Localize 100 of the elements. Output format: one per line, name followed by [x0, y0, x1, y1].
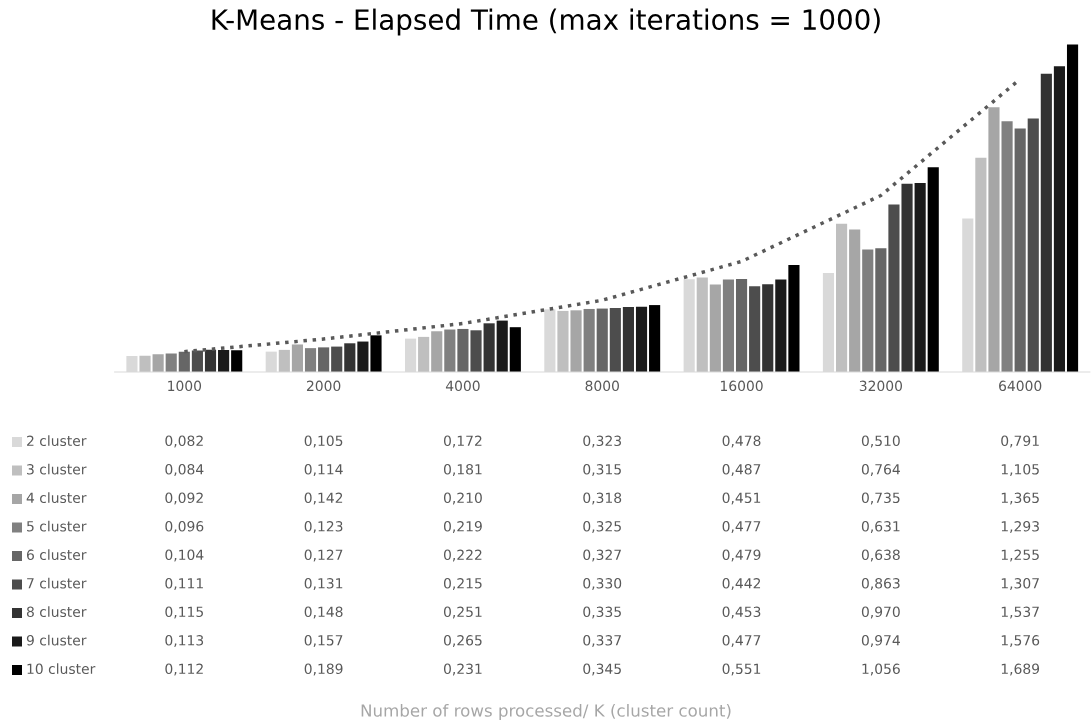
bar — [762, 284, 774, 372]
data-label: 0,453 — [722, 606, 761, 619]
x-tick-label: 1000 — [168, 380, 202, 392]
data-label: 0,142 — [304, 492, 343, 505]
bar — [218, 350, 230, 372]
bar — [318, 347, 330, 372]
bar — [1001, 121, 1013, 372]
bar — [431, 331, 443, 372]
bar — [291, 344, 303, 372]
data-label: 0,970 — [861, 606, 900, 619]
data-label: 0,478 — [722, 435, 761, 448]
bar — [204, 349, 217, 372]
data-label: 1,365 — [1001, 492, 1039, 505]
data-label: 0,104 — [165, 549, 204, 562]
bar — [178, 351, 190, 372]
bar — [888, 204, 900, 372]
bar — [749, 286, 761, 372]
data-label: 0,181 — [443, 464, 482, 476]
legend-label: 6 cluster — [26, 549, 87, 561]
data-label: 0,764 — [861, 464, 900, 476]
data-label: 0,219 — [443, 521, 482, 533]
data-label: 0,112 — [165, 663, 203, 676]
x-tick-label: 64000 — [999, 380, 1042, 392]
bar — [370, 335, 382, 372]
bar — [975, 157, 987, 372]
bar — [635, 306, 648, 372]
x-tick-label: 16000 — [720, 380, 763, 392]
bar — [722, 279, 735, 372]
data-label: 0,265 — [443, 635, 482, 647]
legend-label: 10 cluster — [27, 663, 96, 675]
data-label: 0,172 — [443, 435, 482, 448]
data-label: 1,307 — [1001, 578, 1039, 590]
bar — [470, 330, 482, 372]
data-label: 0,222 — [443, 549, 482, 562]
data-label: 0,096 — [165, 521, 204, 533]
bar — [152, 354, 164, 372]
data-label: 0,082 — [165, 435, 203, 448]
legend-label: 8 cluster — [26, 606, 87, 618]
bar — [444, 329, 456, 372]
bar — [609, 307, 621, 372]
x-tick-label: 32000 — [859, 380, 903, 392]
data-label: 0,114 — [304, 464, 343, 476]
data-label: 1,056 — [862, 663, 900, 676]
bar — [457, 328, 469, 372]
bar — [649, 305, 661, 372]
data-label: 0,974 — [861, 635, 900, 647]
data-label: 1,537 — [1001, 606, 1039, 619]
data-label: 0,105 — [304, 435, 343, 448]
bar — [304, 348, 317, 372]
bar — [331, 346, 343, 372]
data-label: 0,325 — [583, 521, 621, 533]
bar — [278, 349, 290, 372]
bar — [1027, 118, 1039, 372]
x-tick-label: 8000 — [585, 380, 619, 392]
data-label: 0,115 — [165, 606, 203, 619]
data-label: 0,327 — [583, 549, 621, 562]
bar — [901, 183, 913, 372]
bar — [509, 327, 521, 372]
data-label: 0,231 — [443, 663, 482, 676]
data-label: 0,510 — [861, 435, 900, 448]
bar — [570, 310, 582, 372]
bar — [557, 310, 569, 372]
data-label: 0,337 — [583, 635, 621, 647]
bar — [596, 308, 608, 372]
x-tick-label: 4000 — [445, 380, 480, 392]
legend-label: 3 cluster — [27, 463, 87, 475]
data-label: 1,689 — [1001, 663, 1040, 676]
data-label: 0,323 — [583, 435, 622, 448]
data-label: 1,255 — [1001, 549, 1039, 562]
legend-label: 7 cluster — [27, 577, 87, 589]
bar — [1053, 66, 1066, 372]
legend-label: 4 cluster — [26, 492, 87, 504]
bar — [483, 323, 495, 372]
data-label: 0,477 — [722, 521, 761, 533]
data-label: 0,157 — [304, 635, 343, 647]
data-label: 1,293 — [1001, 521, 1039, 533]
data-label: 0,330 — [583, 578, 622, 590]
data-label: 1,576 — [1001, 635, 1040, 647]
data-label: 0,111 — [165, 578, 203, 590]
data-label: 0,318 — [583, 492, 622, 505]
bar — [696, 277, 708, 372]
data-label: 0,442 — [722, 578, 761, 590]
bar — [988, 107, 1000, 372]
bar — [1014, 128, 1026, 372]
bar — [496, 320, 508, 372]
data-label: 0,148 — [304, 606, 343, 619]
bar — [418, 336, 430, 372]
bar — [862, 249, 874, 372]
data-label: 0,487 — [722, 464, 761, 476]
data-label: 0,735 — [861, 492, 900, 505]
text: Number of rows processed/ K (cluster count) — [361, 703, 731, 721]
bar — [139, 355, 151, 372]
data-label: 1,105 — [1001, 464, 1039, 476]
data-label: 0,215 — [443, 578, 482, 590]
data-label: 0,345 — [583, 663, 621, 676]
bar — [836, 223, 848, 372]
bar — [344, 343, 356, 372]
data-label: 0,131 — [304, 578, 343, 590]
data-label: 0,123 — [304, 521, 343, 533]
data-label: 0,210 — [443, 492, 482, 505]
